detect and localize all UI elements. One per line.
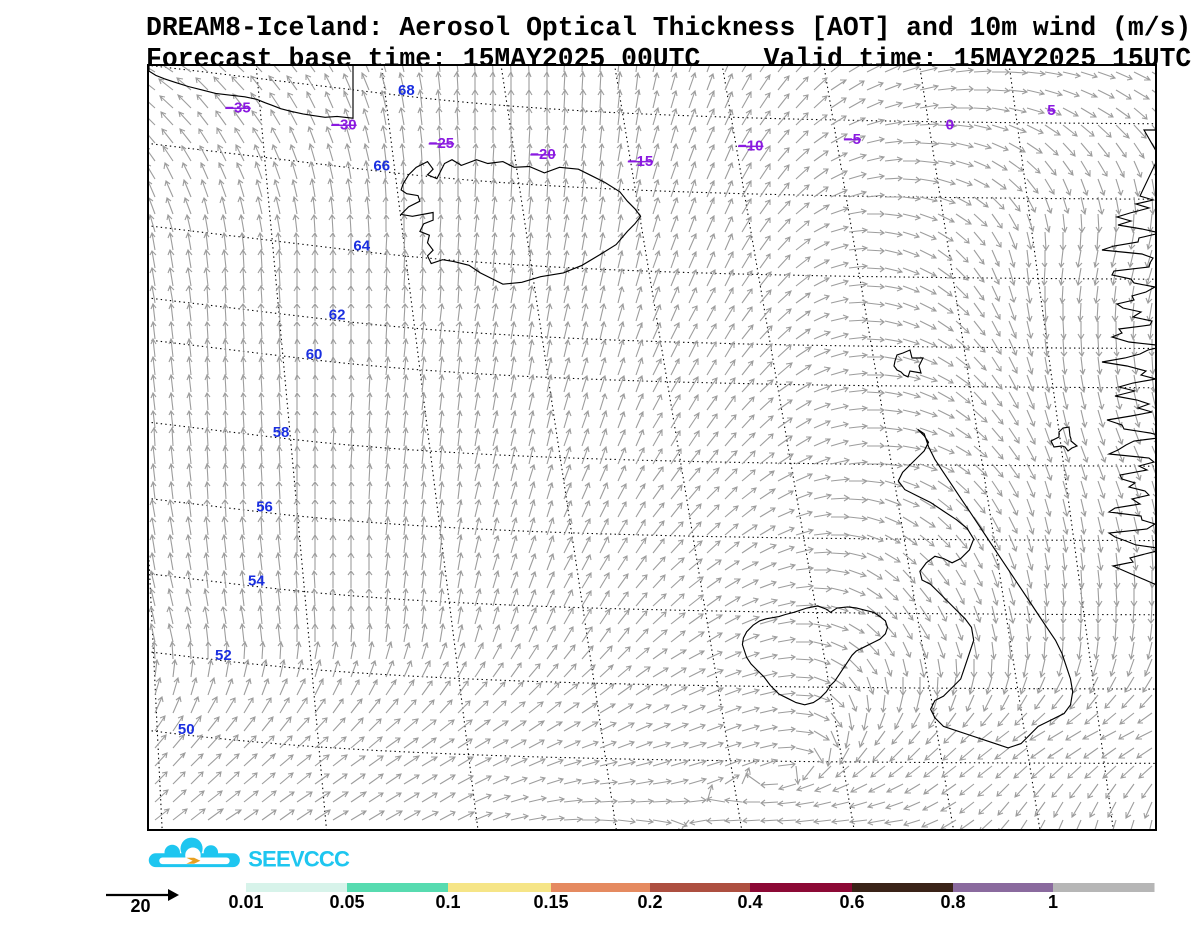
svg-text:56: 56 [256, 498, 273, 515]
svg-text:−10: −10 [738, 138, 763, 155]
svg-text:−35: −35 [225, 100, 250, 117]
svg-text:1: 1 [1048, 892, 1058, 912]
svg-text:SEEVCCC: SEEVCCC [248, 847, 350, 871]
svg-text:−20: −20 [530, 146, 555, 163]
svg-text:0.05: 0.05 [329, 892, 364, 912]
svg-text:0.8: 0.8 [940, 892, 965, 912]
svg-text:54: 54 [248, 573, 265, 590]
svg-text:68: 68 [398, 82, 415, 99]
svg-text:−5: −5 [844, 131, 861, 148]
svg-text:58: 58 [273, 424, 290, 441]
svg-text:0.01: 0.01 [228, 892, 263, 912]
svg-text:−15: −15 [628, 153, 653, 170]
svg-text:0.15: 0.15 [533, 892, 568, 912]
svg-text:0.6: 0.6 [839, 892, 864, 912]
svg-text:0.1: 0.1 [435, 892, 460, 912]
svg-text:0.2: 0.2 [637, 892, 662, 912]
svg-text:0: 0 [946, 117, 954, 134]
svg-text:52: 52 [215, 647, 232, 664]
svg-text:60: 60 [306, 346, 323, 363]
svg-text:−30: −30 [331, 117, 356, 134]
svg-text:64: 64 [353, 237, 370, 254]
svg-text:62: 62 [329, 307, 346, 324]
svg-text:0.4: 0.4 [737, 892, 762, 912]
svg-text:20: 20 [130, 896, 150, 916]
svg-text:−25: −25 [429, 135, 454, 152]
svg-text:50: 50 [178, 721, 195, 738]
svg-text:5: 5 [1047, 102, 1055, 119]
svg-text:66: 66 [373, 158, 390, 175]
